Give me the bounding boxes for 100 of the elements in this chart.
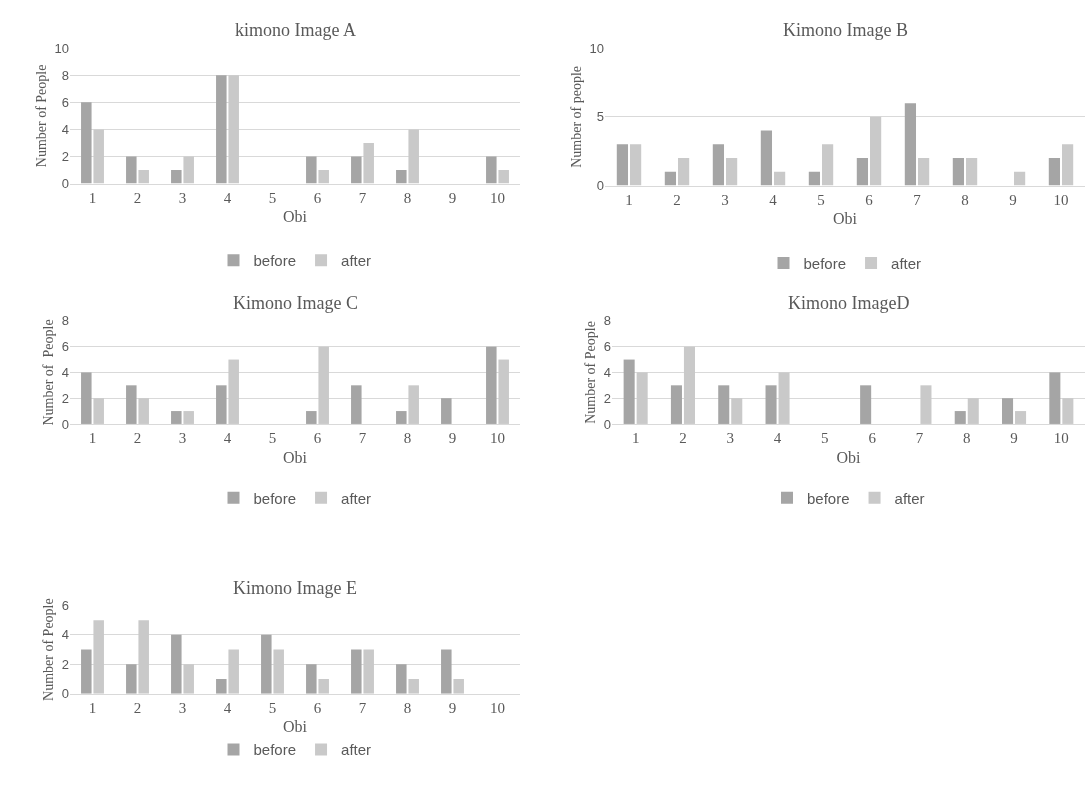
x-tick-label: 2	[133, 189, 142, 206]
bar	[126, 156, 137, 184]
bar	[318, 170, 329, 184]
y-tick-label: 2	[61, 656, 69, 672]
bar	[126, 664, 137, 694]
y-axis-title: Number of People	[583, 321, 599, 424]
bar	[351, 385, 362, 424]
bar	[965, 158, 978, 186]
y-tick-label: 10	[54, 40, 69, 56]
x-tick-label: 7	[913, 191, 922, 208]
x-tick-label: 7	[358, 429, 367, 446]
y-tick-label: 2	[61, 390, 69, 406]
x-tick-label: 3	[178, 429, 187, 446]
x-tick-label: 4	[223, 429, 232, 446]
bar	[408, 129, 419, 184]
bar	[363, 142, 374, 184]
bar	[441, 398, 452, 424]
x-tick-label: 5	[268, 429, 277, 446]
x-tick-label: 3	[178, 189, 187, 206]
x-tick-label: 8	[961, 191, 969, 208]
chart-title: Kimono Image C	[233, 293, 358, 313]
chart-title: Kimono Image B	[783, 20, 908, 40]
bar	[126, 385, 137, 424]
x-tick-label: 7	[915, 429, 924, 446]
y-tick-label: 4	[603, 364, 611, 380]
y-tick-label: 0	[596, 178, 604, 194]
bar	[760, 130, 773, 186]
bar	[670, 385, 682, 424]
bar	[1002, 398, 1014, 424]
x-tick-label: 4	[769, 191, 778, 208]
legend-label: before	[253, 741, 297, 759]
bar	[273, 649, 284, 694]
bar	[228, 359, 239, 424]
bar	[396, 664, 407, 694]
bar	[765, 385, 777, 424]
bar	[171, 411, 182, 424]
legend-label: after	[341, 252, 372, 270]
bar	[396, 170, 407, 184]
x-tick-label: 3	[721, 191, 729, 208]
bar	[808, 171, 821, 186]
legend-label: after	[894, 489, 925, 507]
x-tick-label: 10	[490, 429, 505, 446]
y-tick-label: 4	[61, 364, 69, 380]
x-tick-label: 5	[268, 699, 277, 716]
bar	[408, 679, 419, 694]
bar	[261, 634, 272, 694]
bar	[725, 158, 738, 186]
x-tick-label: 8	[963, 429, 971, 446]
x-axis-title: Obi	[283, 208, 308, 226]
bar	[920, 385, 932, 424]
bar	[629, 144, 642, 186]
x-tick-label: 2	[679, 429, 687, 446]
y-tick-label: 2	[603, 390, 611, 406]
bar	[498, 359, 509, 424]
bar	[821, 144, 834, 186]
bar	[1015, 411, 1027, 424]
bar	[856, 158, 869, 186]
x-tick-label: 9	[448, 699, 457, 716]
y-axis-title: Number of People	[41, 319, 57, 426]
x-tick-label: 1	[88, 429, 97, 446]
x-tick-label: 1	[625, 191, 633, 208]
bar	[171, 170, 182, 184]
x-tick-label: 6	[313, 189, 322, 206]
y-tick-label: 6	[603, 339, 611, 355]
x-tick-label: 1	[88, 699, 97, 716]
bar	[486, 346, 497, 424]
x-tick-label: 8	[403, 189, 412, 206]
bar	[441, 649, 452, 694]
bar	[306, 156, 317, 184]
y-tick-label: 10	[589, 40, 604, 56]
x-tick-label: 6	[865, 191, 874, 208]
bar	[623, 359, 635, 424]
bar	[718, 385, 730, 424]
x-tick-label: 4	[773, 429, 782, 446]
x-tick-label: 2	[673, 191, 681, 208]
bar	[1062, 398, 1074, 424]
bar	[1048, 158, 1061, 186]
bar	[93, 398, 104, 424]
bar	[93, 129, 104, 184]
x-tick-label: 2	[133, 699, 142, 716]
bar	[731, 398, 743, 424]
bar	[952, 158, 965, 186]
x-tick-label: 9	[1010, 429, 1018, 446]
legend-label: after	[891, 254, 922, 272]
x-tick-label: 10	[490, 699, 505, 716]
bar	[318, 679, 329, 694]
bar	[498, 170, 509, 184]
y-tick-label: 8	[61, 67, 69, 83]
x-tick-label: 3	[726, 429, 734, 446]
bar	[93, 620, 104, 694]
x-tick-label: 8	[403, 429, 412, 446]
bar	[351, 156, 362, 184]
legend-label: before	[253, 252, 297, 270]
x-tick-label: 10	[1053, 191, 1069, 208]
legend-label: after	[341, 489, 372, 507]
y-tick-label: 5	[596, 109, 604, 125]
x-tick-label: 5	[817, 191, 825, 208]
x-axis-title: Obi	[836, 448, 862, 466]
bar	[904, 103, 917, 186]
bar	[216, 75, 227, 184]
